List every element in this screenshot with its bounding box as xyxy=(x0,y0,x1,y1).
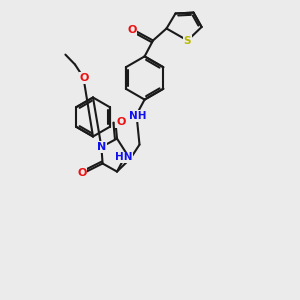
Text: HN: HN xyxy=(115,152,133,163)
Text: O: O xyxy=(79,73,89,83)
Text: N: N xyxy=(97,142,106,152)
Text: O: O xyxy=(127,25,137,35)
Text: NH: NH xyxy=(129,111,147,121)
Text: O: O xyxy=(116,117,126,127)
Text: S: S xyxy=(184,35,191,46)
Text: O: O xyxy=(77,168,87,178)
